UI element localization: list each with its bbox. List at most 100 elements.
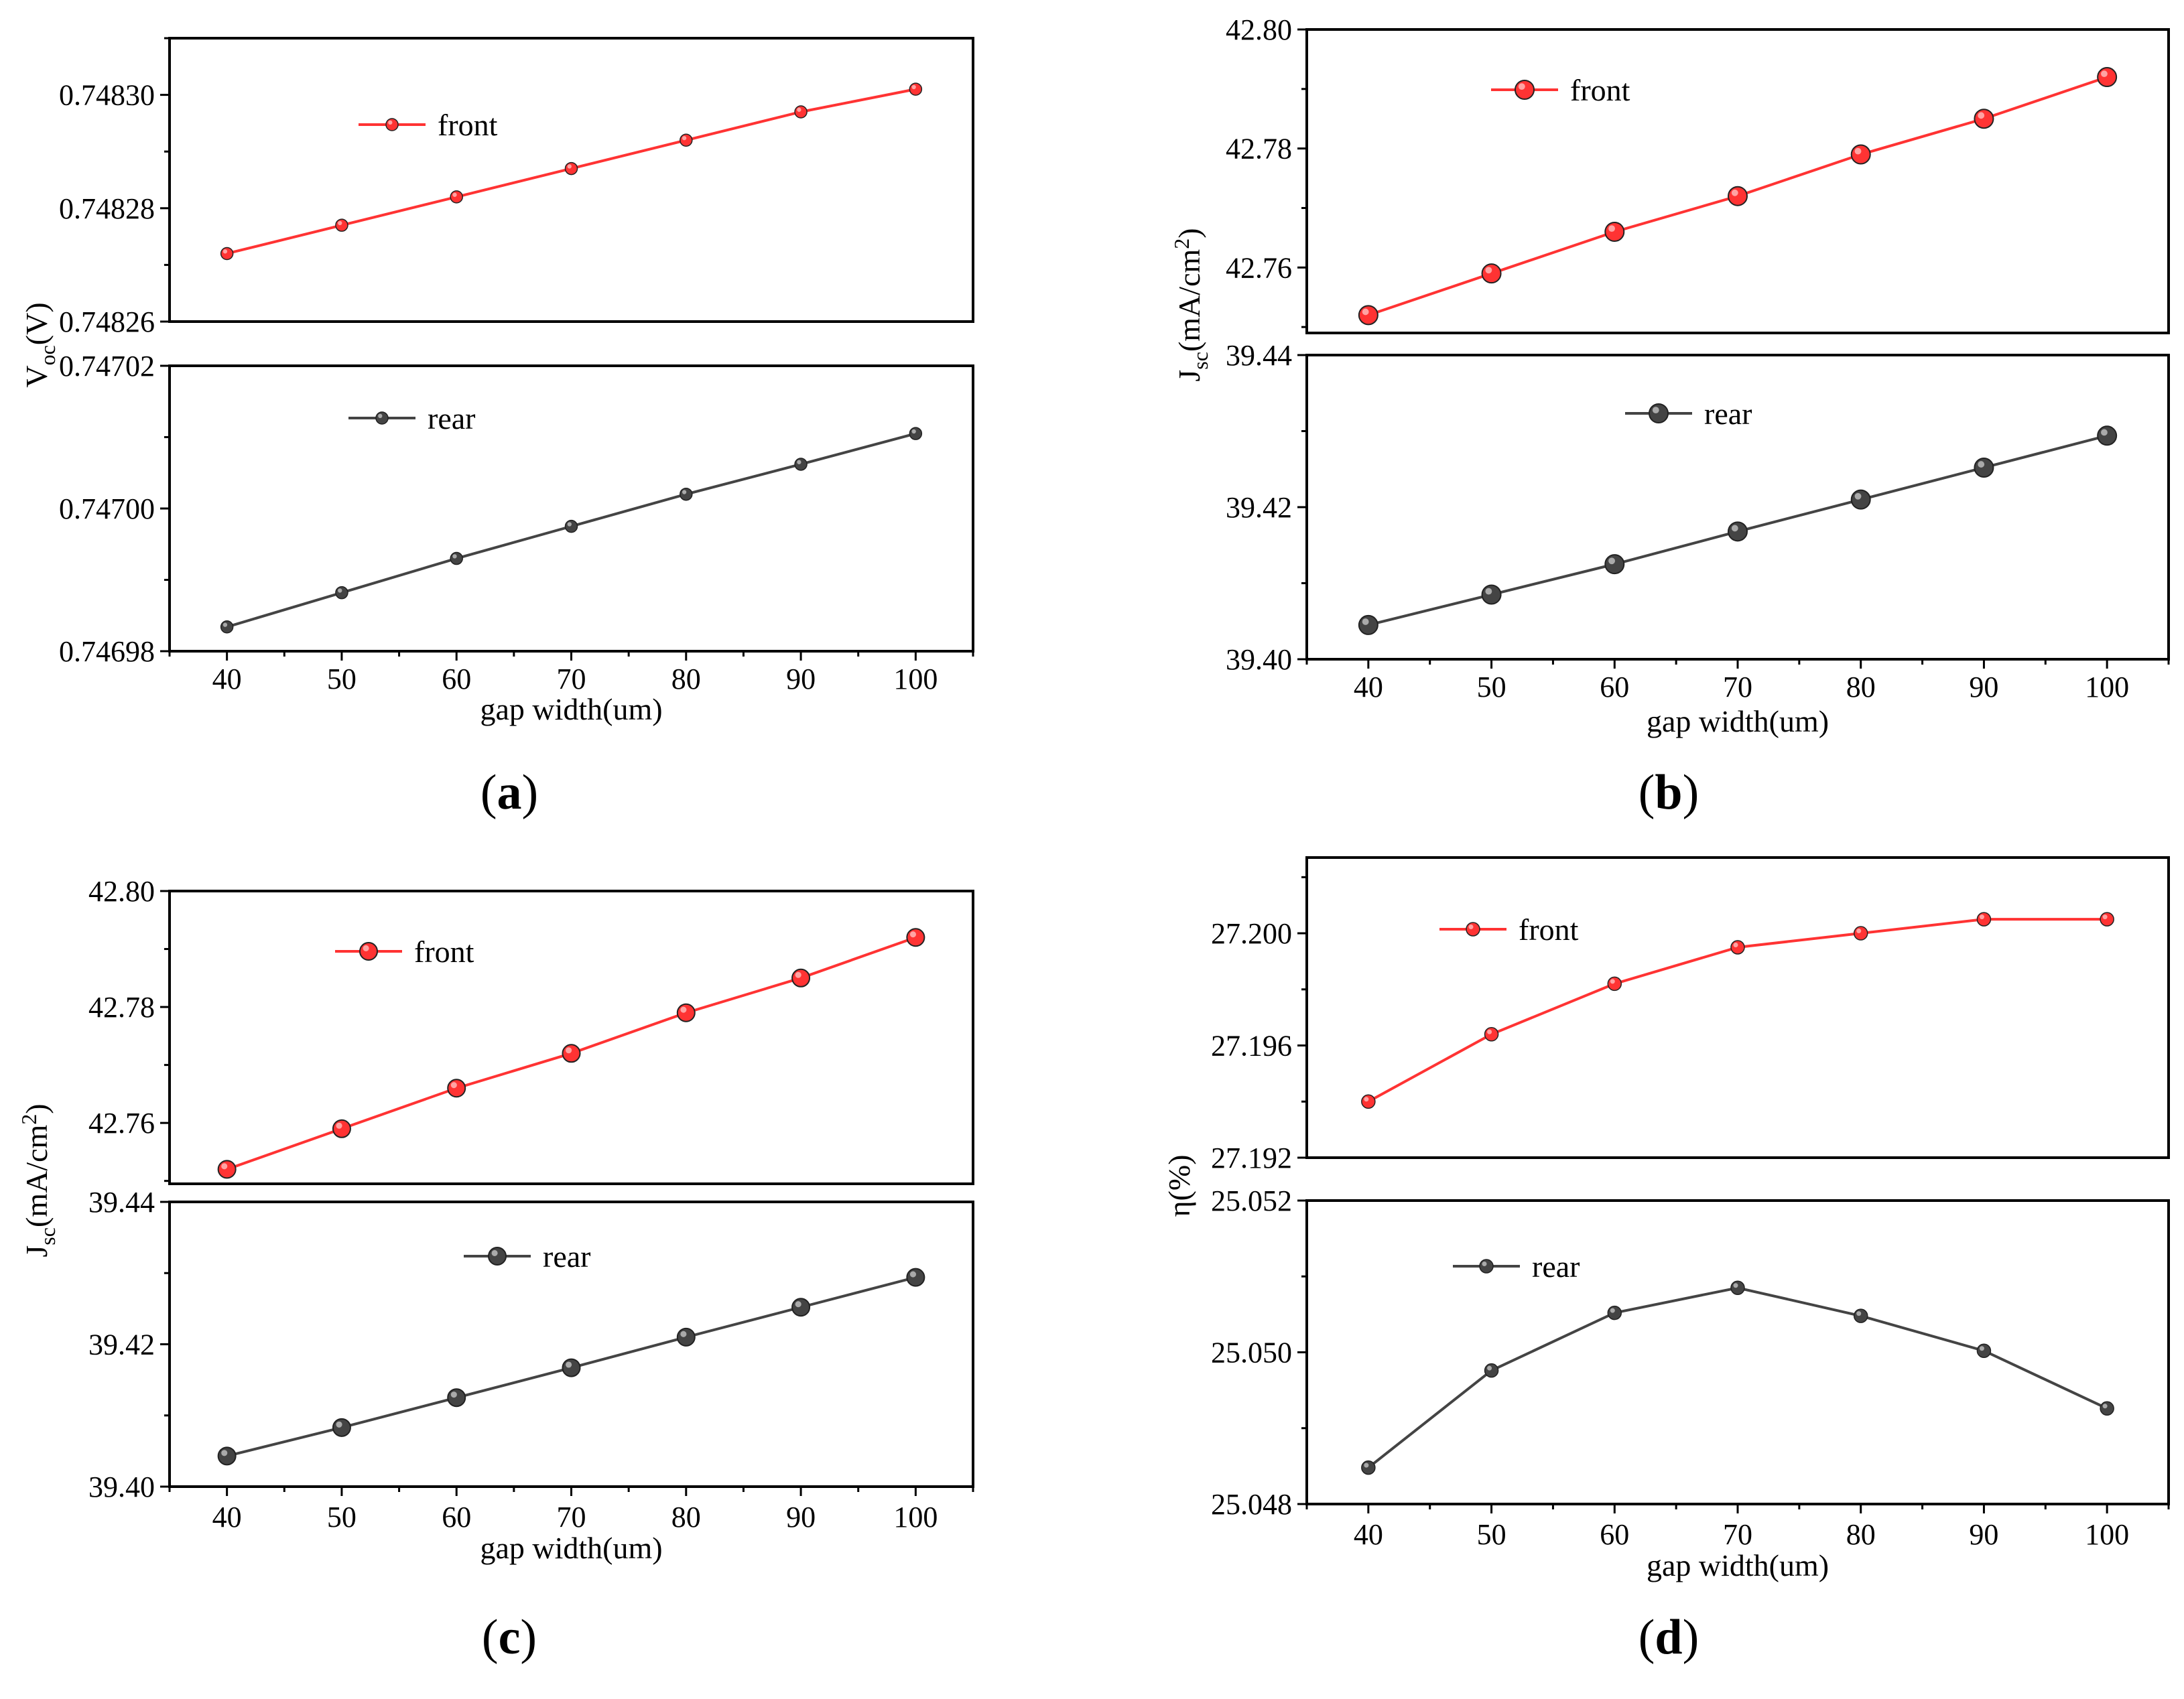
data-point-front-highlight: [680, 1006, 687, 1013]
x-axis-title: gap width(um): [480, 692, 662, 726]
legend-marker-front: [359, 942, 378, 961]
data-point-front: [676, 1003, 696, 1022]
y-tick-label: 25.052: [1211, 1184, 1292, 1217]
data-point-front: [2097, 67, 2118, 88]
x-tick-label: 70: [557, 663, 586, 695]
panel-a: 0.74826 0.74828 0.74830 front 0.74698 0.74700…: [19, 37, 974, 820]
data-point-front: [791, 968, 811, 988]
data-point-front: [680, 133, 693, 147]
y-axis-title: η(%): [1162, 1154, 1196, 1217]
x-tick-label: 70: [1723, 671, 1752, 703]
panel-label-close: ): [520, 1610, 537, 1665]
legend-marker-front: [1466, 922, 1480, 937]
data-point-rear: [2097, 425, 2118, 446]
x-tick-label: 60: [1600, 1518, 1629, 1551]
x-tick-label: 40: [1354, 671, 1383, 703]
data-point-rear: [220, 620, 234, 634]
data-point-rear-highlight: [221, 1450, 228, 1456]
data-point-front-highlight: [1487, 1029, 1492, 1034]
x-axis-title: gap width(um): [1647, 704, 1829, 738]
y-axis-title-unit: (mA/cm: [19, 1125, 54, 1228]
y-tick-label: 39.44: [1226, 339, 1292, 372]
data-point-rear: [680, 487, 693, 501]
y-tick-label: 42.76: [1226, 251, 1292, 284]
data-point-rear: [1730, 1280, 1745, 1295]
legend-label-front: front: [414, 935, 474, 969]
data-point-front: [332, 1119, 351, 1138]
data-point-front: [1481, 263, 1502, 284]
data-point-front: [1728, 186, 1748, 206]
data-point-front: [1976, 912, 1992, 927]
y-tick-label: 0.74828: [59, 192, 155, 225]
data-point-rear: [217, 1446, 237, 1466]
legend-marker-rear: [1479, 1259, 1494, 1274]
panel-label-letter: c: [499, 1610, 521, 1665]
data-point-front-highlight: [338, 220, 342, 226]
data-point-rear: [1481, 584, 1502, 605]
panel-label: (b): [1639, 765, 1699, 820]
data-point-front-highlight: [1364, 1097, 1369, 1102]
data-point-rear-highlight: [2101, 429, 2108, 436]
data-point-front-highlight: [795, 971, 801, 978]
data-point-rear: [447, 1388, 466, 1408]
legend-marker-front: [1515, 80, 1535, 100]
legend-marker-rear-highlight: [491, 1249, 498, 1256]
data-point-rear-highlight: [1608, 557, 1615, 565]
data-point-rear: [564, 519, 578, 533]
series-line-rear: [1367, 1286, 2108, 1469]
x-tick-label: 60: [442, 1501, 471, 1534]
panel-c: 42.76 42.78 42.80 front 39.40 39.42 39.44 rear 4…: [17, 875, 974, 1665]
data-point-rear-highlight: [567, 522, 572, 527]
x-tick-label: 50: [1477, 671, 1506, 703]
y-axis-title-unit: (V): [19, 302, 54, 345]
y-tick-label: 25.048: [1211, 1488, 1292, 1521]
x-tick-label: 60: [1600, 671, 1629, 703]
y-tick-label: 39.42: [88, 1329, 155, 1361]
y-tick-label: 0.74700: [59, 492, 155, 525]
y-tick-label: 27.200: [1211, 917, 1292, 950]
data-point-front: [1850, 144, 1871, 165]
data-point-rear-highlight: [1487, 1365, 1492, 1371]
data-point-front: [1853, 926, 1868, 941]
data-point-front-highlight: [2101, 70, 2108, 78]
subplot-rear: 39.40 39.42 39.44 rear: [88, 1186, 974, 1503]
data-point-rear: [1853, 1308, 1868, 1323]
x-tick-label: 40: [212, 1501, 242, 1534]
legend-marker-rear-highlight: [1652, 407, 1659, 413]
panel-label-letter: d: [1655, 1610, 1682, 1665]
y-axis-title-text: Voc(V): [19, 302, 60, 387]
data-point-front-highlight: [2102, 914, 2108, 920]
y-axis-title-main: η(%): [1162, 1154, 1196, 1217]
panel-label-close: ): [522, 765, 539, 820]
panel-label: (c): [482, 1610, 537, 1665]
data-point-rear: [791, 1298, 811, 1317]
data-point-front-highlight: [1978, 112, 1985, 119]
data-point-rear: [1976, 1343, 1992, 1358]
data-point-rear-highlight: [1856, 1311, 1862, 1316]
y-axis-title: Jsc(mA/cm2): [1169, 228, 1212, 381]
data-point-rear-highlight: [1733, 1283, 1738, 1288]
panel-label-open: (: [482, 1610, 499, 1665]
y-axis-title-sub: oc: [36, 345, 60, 365]
data-point-front: [906, 928, 925, 947]
legend-marker-rear: [1649, 403, 1669, 423]
x-tick-label: 80: [671, 663, 701, 695]
y-axis-title-text: Jsc(mA/cm2): [1169, 228, 1212, 381]
data-point-front-highlight: [797, 107, 801, 112]
panel-b: 42.76 42.78 42.80 front 39.40 39.42 39.44 rear 4…: [1169, 13, 2170, 820]
panel-label-close: ): [1683, 1610, 1699, 1665]
y-tick-label: 0.74830: [59, 79, 155, 112]
data-point-front-highlight: [911, 84, 916, 90]
y-axis-title-main: J: [1172, 370, 1206, 382]
legend-marker-front-highlight: [1468, 925, 1474, 929]
data-point-front: [1604, 222, 1625, 242]
legend-label-rear: rear: [1704, 397, 1752, 431]
data-point-front: [220, 247, 234, 261]
x-tick-label: 80: [1846, 671, 1876, 703]
data-point-front-highlight: [567, 164, 572, 169]
legend-label-rear: rear: [1532, 1249, 1580, 1284]
subplot-front: 0.74826 0.74828 0.74830 front: [59, 37, 974, 338]
x-tick-label: 100: [2085, 1518, 2129, 1551]
x-tick-label: 40: [1354, 1518, 1383, 1551]
data-point-front-highlight: [452, 192, 457, 197]
